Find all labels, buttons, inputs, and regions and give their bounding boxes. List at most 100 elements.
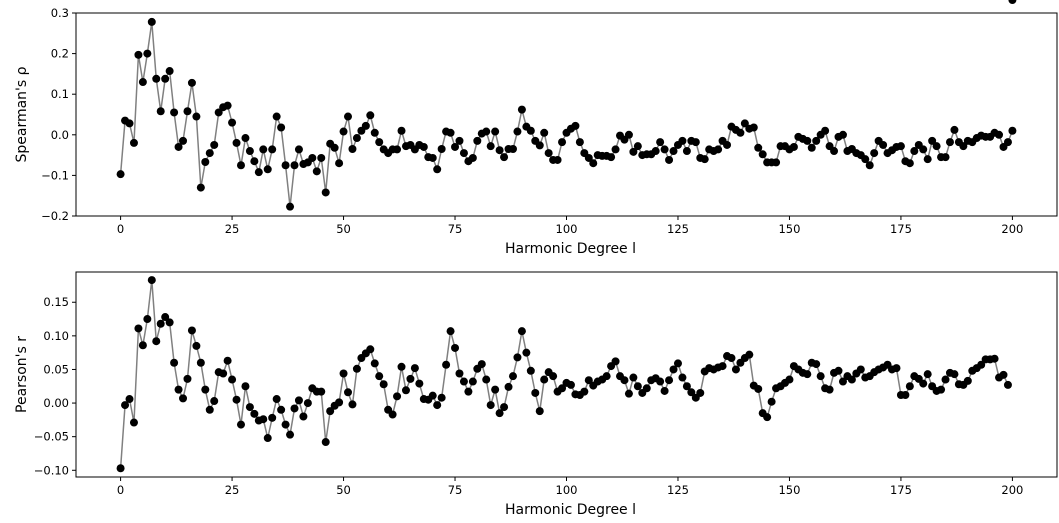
pearson-data-point — [219, 369, 228, 378]
pearson-x-tick-label: 125 — [667, 483, 689, 497]
spearman-x-tick-label: 25 — [225, 222, 240, 236]
spearman-data-point — [183, 107, 192, 116]
spearman-data-point — [259, 145, 268, 154]
pearson-data-point — [491, 385, 500, 394]
pearson-x-tick-label: 0 — [117, 483, 124, 497]
spearman-data-point — [344, 112, 352, 121]
spearman-x-tick-label: 0 — [117, 222, 124, 236]
pearson-data-point — [245, 403, 254, 412]
pearson-data-point — [763, 413, 772, 422]
pearson-data-point — [410, 364, 419, 373]
spearman-data-point — [678, 136, 687, 145]
spearman-data-point — [317, 153, 326, 162]
pearson-x-tick-label: 75 — [448, 483, 463, 497]
pearson-data-point — [125, 395, 134, 404]
spearman-data-point — [571, 121, 580, 130]
pearson-data-point — [299, 412, 308, 421]
spearman-data-point — [397, 126, 406, 135]
pearson-data-point — [370, 359, 379, 368]
spearman-data-point — [281, 161, 290, 170]
spearman-x-axis-label: Harmonic Degree l — [505, 241, 636, 257]
spearman-data-point — [370, 128, 379, 137]
pearson-data-point — [517, 327, 526, 336]
pearson-data-point — [165, 318, 174, 327]
spearman-data-point — [896, 142, 905, 151]
pearson-data-point — [1003, 380, 1012, 389]
spearman-data-point — [468, 153, 477, 162]
pearson-x-tick-label: 150 — [778, 483, 800, 497]
spearman-data-point — [714, 145, 723, 154]
spearman-data-point — [633, 142, 642, 151]
spearman-data-point — [928, 136, 937, 145]
spearman-data-point — [446, 128, 455, 137]
pearson-y-tick-label: −0.05 — [34, 430, 69, 444]
pearson-data-point — [236, 420, 245, 429]
pearson-data-point — [401, 386, 410, 395]
spearman-data-point — [352, 134, 361, 143]
pearson-data-point — [504, 382, 513, 391]
spearman-data-point — [455, 136, 464, 145]
pearson-data-point — [428, 391, 437, 400]
spearman-data-point — [838, 130, 847, 139]
spearman-data-point — [486, 142, 495, 151]
pearson-data-point — [281, 420, 290, 429]
spearman-data-point — [919, 145, 928, 154]
pearson-data-point — [486, 401, 495, 410]
spearman-data-point — [335, 159, 344, 168]
pearson-data-point — [415, 379, 424, 388]
pearson-data-point — [665, 376, 674, 385]
spearman-data-point — [348, 145, 357, 154]
spearman-data-point — [375, 138, 384, 147]
pearson-data-point — [375, 372, 384, 381]
spearman-y-tick-label: −0.2 — [41, 209, 69, 223]
spearman-data-point — [607, 153, 616, 162]
spearman-data-point — [187, 78, 196, 87]
spearman-data-point — [495, 146, 504, 155]
spearman-data-point — [250, 157, 259, 166]
spearman-data-point — [669, 147, 678, 156]
spearman-data-point — [286, 202, 295, 211]
spearman-y-tick-label: 0.1 — [51, 87, 69, 101]
pearson-data-point — [731, 365, 740, 374]
spearman-data-point — [665, 155, 674, 164]
spearman-data-point — [419, 142, 428, 151]
pearson-data-point — [767, 397, 776, 406]
spearman-data-point — [321, 188, 330, 197]
pearson-data-point — [303, 399, 312, 408]
spearman-data-point — [312, 167, 321, 176]
pearson-data-point — [259, 415, 268, 424]
pearson-data-point — [540, 375, 549, 384]
spearman-y-tick-label: 0.0 — [51, 128, 69, 142]
pearson-data-point — [620, 376, 629, 385]
spearman-y-tick-label: 0.3 — [51, 6, 69, 20]
pearson-data-point — [348, 400, 357, 409]
pearson-y-tick-label: 0.00 — [43, 396, 69, 410]
pearson-data-point — [937, 385, 946, 394]
pearson-data-point — [129, 418, 138, 427]
spearman-data-point — [223, 101, 232, 110]
pearson-x-tick-label: 200 — [1001, 483, 1023, 497]
spearman-data-point — [691, 138, 700, 147]
spearman-data-point — [950, 125, 959, 134]
pearson-data-point — [718, 362, 727, 371]
pearson-data-point — [152, 337, 161, 346]
pearson-data-point — [901, 391, 910, 399]
spearman-data-point — [526, 126, 535, 135]
pearson-data-point — [678, 373, 687, 382]
pearson-data-point — [950, 370, 959, 379]
spearman-data-point — [451, 142, 460, 151]
pearson-data-point — [339, 369, 348, 378]
pearson-data-point — [905, 382, 914, 391]
spearman-data-point — [232, 138, 241, 147]
spearman-x-tick-label: 150 — [778, 222, 800, 236]
spearman-data-point — [277, 123, 286, 132]
spearman-data-point — [459, 149, 468, 158]
spearman-data-point — [789, 142, 798, 151]
pearson-data-point — [816, 372, 825, 381]
spearman-data-point — [245, 147, 254, 156]
spearman-data-point — [125, 119, 134, 128]
spearman-data-point — [589, 159, 598, 168]
pearson-data-point — [241, 382, 250, 391]
spearman-data-point — [330, 143, 339, 152]
